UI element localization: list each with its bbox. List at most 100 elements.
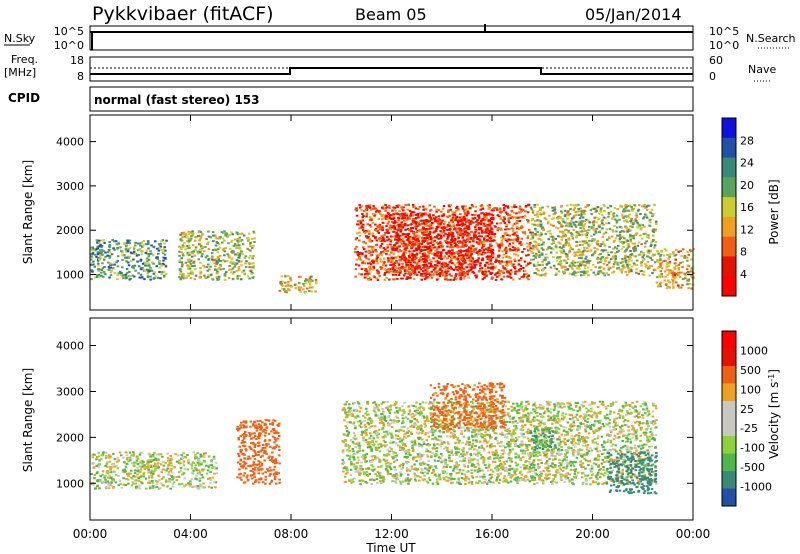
heatmap-cell [500, 278, 503, 281]
heatmap-cell [93, 477, 96, 480]
heatmap-cell [590, 234, 593, 237]
heatmap-cell [198, 243, 201, 246]
heatmap-cell [637, 204, 641, 207]
heatmap-cell [374, 208, 378, 210]
heatmap-cell [376, 271, 379, 274]
heatmap-cell [119, 482, 122, 485]
heatmap-cell [450, 244, 453, 246]
heatmap-cell [429, 242, 432, 245]
heatmap-cell [577, 271, 580, 274]
heatmap-cell [361, 229, 365, 232]
heatmap-cell [586, 270, 589, 273]
heatmap-cell [507, 219, 510, 222]
heatmap-cell [434, 267, 437, 270]
heatmap-cell [575, 267, 579, 270]
heatmap-cell [630, 206, 633, 208]
heatmap-cell [402, 209, 405, 212]
heatmap-cell [435, 241, 438, 244]
heatmap-cell [488, 224, 491, 227]
heatmap-cell [239, 472, 242, 475]
heatmap-cell [188, 260, 192, 263]
heatmap-cell [646, 261, 650, 263]
heatmap-cell [582, 270, 586, 273]
heatmap-cell [392, 213, 395, 216]
heatmap-cell [611, 256, 614, 259]
heatmap-cell [527, 253, 530, 256]
heatmap-cell [595, 221, 598, 224]
heatmap-cell [188, 463, 192, 466]
heatmap-cell [563, 233, 567, 236]
nave-tick-bottom: 0 [709, 70, 716, 83]
heatmap-cell [626, 265, 629, 268]
heatmap-cell [562, 245, 565, 248]
heatmap-cell [627, 245, 631, 248]
heatmap-cell [90, 473, 93, 475]
heatmap-cell [185, 277, 188, 280]
heatmap-cell [244, 431, 247, 433]
heatmap-cell [450, 239, 453, 242]
heatmap-cell [599, 210, 603, 213]
heatmap-cell [471, 238, 475, 241]
heatmap-cell [218, 254, 222, 257]
heatmap-cell [201, 233, 205, 236]
heatmap-cell [414, 247, 418, 250]
heatmap-cell [273, 462, 277, 465]
heatmap-cell [238, 244, 241, 247]
heatmap-cell [258, 441, 261, 444]
heatmap-cell [527, 263, 530, 266]
heatmap-cell [575, 224, 578, 227]
heatmap-cell [473, 248, 476, 251]
heatmap-cell [392, 270, 396, 272]
heatmap-cell [544, 256, 547, 259]
heatmap-cell [101, 253, 104, 256]
heatmap-cell [407, 204, 410, 207]
heatmap-cell [582, 253, 585, 256]
heatmap-cell [416, 266, 419, 269]
heatmap-cell [578, 257, 581, 260]
heatmap-cell [489, 259, 493, 262]
heatmap-cell [675, 281, 678, 284]
heatmap-cell [251, 432, 254, 435]
heatmap-cell [446, 257, 449, 260]
heatmap-cell [523, 260, 527, 263]
heatmap-cell [238, 252, 242, 255]
heatmap-cell [367, 230, 371, 233]
heatmap-cell [642, 254, 646, 257]
heatmap-cell [298, 275, 301, 278]
heatmap-cell [553, 206, 557, 209]
heatmap-cell [274, 438, 277, 441]
heatmap-cell [151, 485, 155, 488]
heatmap-cell [125, 260, 128, 263]
heatmap-cell [616, 267, 619, 270]
heatmap-cell [647, 249, 651, 252]
heatmap-cell [563, 209, 567, 212]
heatmap-cell [193, 254, 197, 257]
heatmap-cell [432, 214, 435, 217]
heatmap-cell [588, 221, 592, 224]
heatmap-cell [429, 236, 432, 239]
heatmap-cell [406, 276, 409, 279]
heatmap-cell [465, 208, 468, 211]
heatmap-cell [659, 275, 663, 278]
heatmap-cell [442, 214, 445, 217]
heatmap-cell [187, 237, 191, 240]
heatmap-cell [576, 261, 580, 264]
heatmap-cell [408, 253, 412, 256]
heatmap-cell [476, 259, 479, 262]
heatmap-cell [512, 233, 515, 236]
heatmap-cell [677, 271, 680, 274]
heatmap-cell [103, 258, 106, 261]
heatmap-cell [523, 269, 527, 272]
heatmap-cell [147, 481, 150, 484]
heatmap-cell [377, 270, 380, 273]
heatmap-cell [128, 239, 131, 242]
heatmap-cell [411, 243, 414, 246]
heatmap-cell [278, 289, 282, 292]
heatmap-cell [357, 272, 361, 275]
heatmap-cell [242, 234, 246, 237]
heatmap-cell [390, 248, 394, 251]
heatmap-cell [538, 254, 541, 257]
heatmap-cell [466, 270, 469, 273]
heatmap-cell [252, 436, 255, 439]
heatmap-cell [275, 444, 278, 447]
